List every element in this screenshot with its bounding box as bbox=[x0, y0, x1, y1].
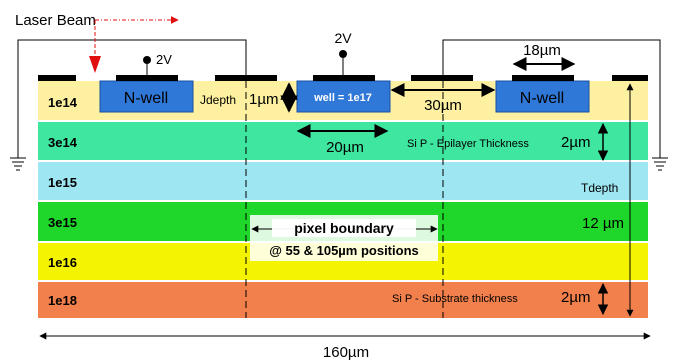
tdepth-label: Tdepth bbox=[581, 181, 618, 195]
layer-6 bbox=[38, 281, 648, 318]
laser-beam: Laser Beam bbox=[15, 12, 179, 73]
n-wells: N-well well = 1e17 N-well bbox=[99, 80, 590, 113]
total-width-label: 160µm bbox=[323, 344, 369, 361]
doping-label: 1e14 bbox=[48, 95, 78, 110]
contact bbox=[313, 75, 375, 81]
n-well-center-label: well = 1e17 bbox=[313, 92, 372, 104]
n-well-left-label: N-well bbox=[124, 90, 168, 107]
bias-terminal-left: 2V bbox=[143, 52, 172, 75]
layer-3 bbox=[38, 161, 648, 201]
spacing-20um: 20µm bbox=[296, 124, 389, 156]
contact bbox=[38, 75, 76, 81]
doping-label: 1e18 bbox=[48, 293, 77, 308]
substrate-thickness: Si P - Substrate thickness 2µm bbox=[392, 282, 609, 316]
contact bbox=[512, 75, 574, 81]
tdepth-value: 12 µm bbox=[582, 215, 624, 232]
ground-symbol-right bbox=[652, 157, 668, 171]
spacing-30um: 30µm bbox=[390, 83, 496, 114]
surface-contacts bbox=[38, 75, 648, 81]
epilayer-value: 2µm bbox=[561, 134, 590, 151]
jdepth-annotation: Jdepth 1µm bbox=[200, 82, 298, 113]
substrate-value: 2µm bbox=[561, 289, 590, 306]
doping-label: 1e16 bbox=[48, 255, 77, 270]
contact bbox=[116, 75, 178, 81]
jdepth-label: Jdepth bbox=[200, 93, 236, 107]
doping-label: 3e15 bbox=[48, 215, 77, 230]
n-well-right bbox=[495, 80, 590, 113]
ground-wiring bbox=[17, 39, 661, 158]
total-width: 160µm bbox=[39, 332, 651, 361]
voltage-label-center: 2V bbox=[334, 30, 352, 46]
doping-label: 1e15 bbox=[48, 175, 77, 190]
n-well-right-label: N-well bbox=[520, 90, 564, 107]
pixel-boundary-line1: pixel boundary bbox=[294, 220, 394, 236]
total-depth: Tdepth 12 µm bbox=[581, 83, 634, 317]
n-well-center bbox=[296, 80, 391, 113]
spacing-20um-label: 20µm bbox=[326, 139, 364, 156]
contact bbox=[215, 75, 277, 81]
laser-beam-label: Laser Beam bbox=[15, 12, 96, 29]
jdepth-value: 1µm bbox=[249, 91, 278, 108]
pixel-boundary-line2: @ 55 & 105µm positions bbox=[269, 243, 419, 258]
bias-terminal-center: 2V bbox=[334, 30, 352, 75]
n-well-left bbox=[99, 80, 194, 113]
well-width-18um: 18µm bbox=[512, 42, 576, 71]
epilayer-thickness: Si P - Epilayer Thickness 2µm bbox=[407, 122, 609, 162]
doping-labels: 1e14 3e14 1e15 3e15 1e16 1e18 bbox=[48, 95, 78, 308]
ground-symbol-left bbox=[10, 157, 26, 171]
substrate-label: Si P - Substrate thickness bbox=[392, 293, 518, 305]
voltage-label-left: 2V bbox=[156, 52, 172, 67]
doping-layers bbox=[38, 81, 648, 318]
pixel-boundary-lines bbox=[245, 81, 444, 318]
contact bbox=[411, 75, 473, 81]
pixel-boundary-callout: pixel boundary @ 55 & 105µm positions bbox=[250, 215, 438, 261]
doping-label: 3e14 bbox=[48, 135, 78, 150]
epilayer-label: Si P - Epilayer Thickness bbox=[407, 138, 529, 150]
contact bbox=[612, 75, 648, 81]
spacing-30um-label: 30µm bbox=[424, 97, 462, 114]
well-width-label: 18µm bbox=[523, 42, 561, 59]
